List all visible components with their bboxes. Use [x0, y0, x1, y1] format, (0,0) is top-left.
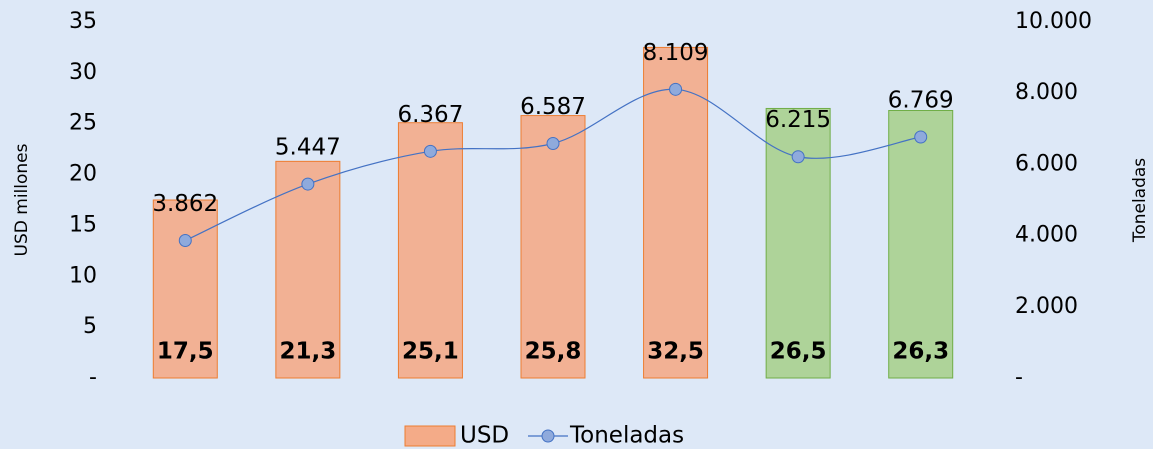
- bar: [888, 109, 954, 379]
- line-value-label: 6.215: [765, 107, 831, 133]
- y-tick-label: 10: [69, 263, 97, 288]
- y2-axis-label: Toneladas: [1130, 158, 1150, 243]
- y2-tick-label: 2.000: [1015, 294, 1078, 319]
- line-value-label: 3.862: [152, 191, 218, 217]
- line-marker: [914, 130, 928, 144]
- legend-label: Toneladas: [569, 423, 684, 449]
- bar-value-label: 25,8: [525, 339, 582, 365]
- y2-tick-label: 6.000: [1015, 151, 1078, 176]
- line-marker: [423, 144, 437, 158]
- y-tick-label: 25: [69, 111, 97, 136]
- bar-value-label: 26,3: [892, 339, 949, 365]
- y2-tick-label: 10.000: [1015, 9, 1092, 34]
- bar-value-label: 17,5: [157, 339, 214, 365]
- line-value-label: 5.447: [275, 135, 341, 161]
- y-tick-label: 15: [69, 212, 97, 237]
- legend-swatch: [404, 425, 456, 447]
- line-marker: [301, 177, 315, 191]
- line-value-label: 6.587: [520, 94, 586, 120]
- bar: [520, 115, 586, 379]
- legend-label: USD: [460, 423, 509, 449]
- line-value-label: 6.367: [397, 102, 463, 128]
- y-tick-label: 20: [69, 162, 97, 187]
- bar-value-label: 21,3: [279, 339, 336, 365]
- bar: [397, 122, 463, 379]
- y-tick-label: 35: [69, 9, 97, 34]
- y-tick-label: -: [89, 365, 97, 390]
- bar: [275, 160, 341, 379]
- y-tick-label: 5: [83, 314, 97, 339]
- line-marker: [669, 82, 683, 96]
- line-value-label: 8.109: [643, 40, 709, 66]
- y2-tick-label: 8.000: [1015, 80, 1078, 105]
- y2-tick-label: 4.000: [1015, 223, 1078, 248]
- bar-value-label: 26,5: [770, 339, 827, 365]
- line-value-label: 6.769: [888, 88, 954, 114]
- y-axis-label: USD millones: [12, 143, 32, 256]
- y-tick-label: 30: [69, 60, 97, 85]
- bar: [643, 46, 709, 379]
- y2-tick-label: -: [1015, 365, 1023, 390]
- line-marker: [546, 137, 560, 151]
- bar-value-label: 32,5: [647, 339, 704, 365]
- line-marker: [791, 150, 805, 164]
- legend-marker: [541, 429, 555, 443]
- bar-value-label: 25,1: [402, 339, 459, 365]
- line-marker: [178, 234, 192, 248]
